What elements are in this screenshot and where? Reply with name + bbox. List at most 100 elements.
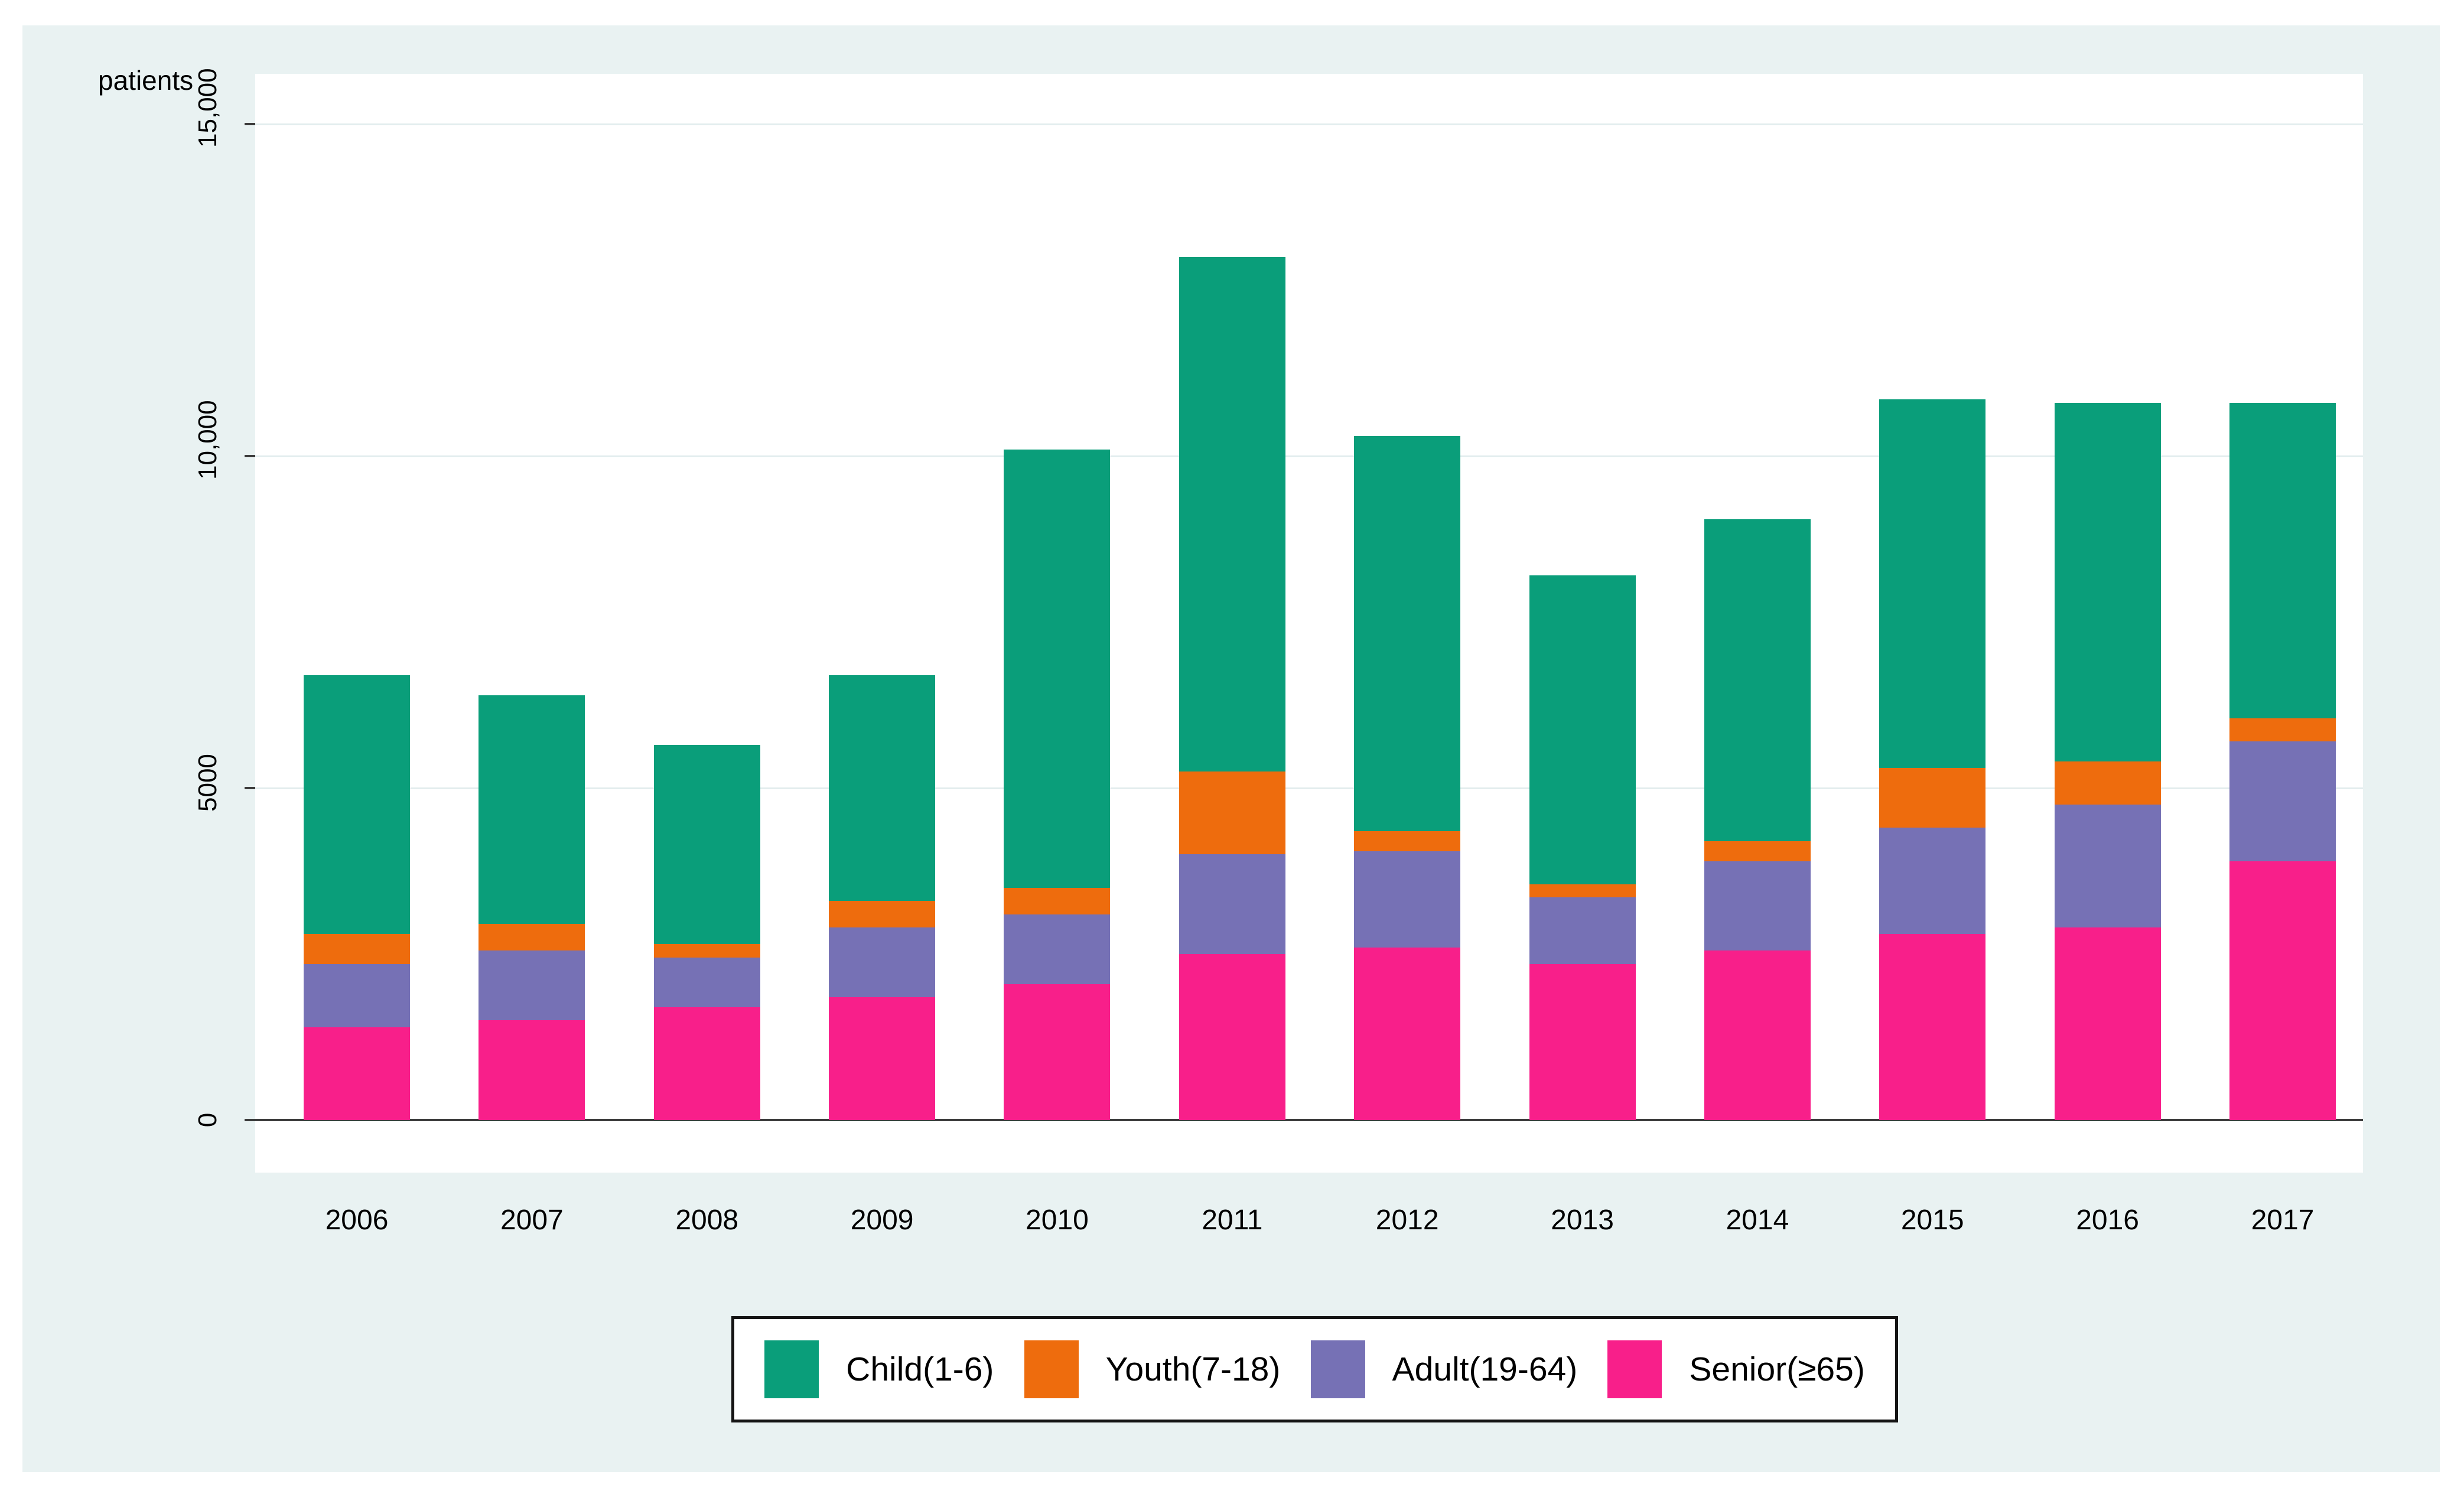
bar-segment-senior-65--2011 [1179, 954, 1285, 1120]
bar-segment-senior-65--2010 [1004, 984, 1111, 1120]
bar-segment-adult-19-64--2007 [479, 950, 585, 1021]
bar-segment-youth-7-18--2013 [1529, 884, 1636, 898]
y-tick-0 [245, 1119, 255, 1121]
legend-swatch [764, 1340, 819, 1398]
bar-segment-senior-65--2006 [304, 1027, 410, 1120]
x-tick-label-2010: 2010 [1026, 1204, 1089, 1236]
bar-segment-senior-65--2014 [1704, 950, 1811, 1120]
bar-segment-senior-65--2009 [829, 997, 936, 1120]
bar-segment-adult-19-64--2009 [829, 927, 936, 998]
bar-segment-adult-19-64--2016 [2054, 805, 2161, 928]
bar-segment-child-1-6--2009 [829, 675, 936, 901]
bar-segment-child-1-6--2013 [1529, 575, 1636, 885]
x-axis-line [255, 1119, 2363, 1121]
bar-segment-child-1-6--2015 [1879, 399, 1986, 769]
bar-segment-child-1-6--2010 [1004, 449, 1111, 888]
graph-region: patients 0 5000 10,000 15,000 Child(1-6) You… [22, 25, 2440, 1472]
bar-segment-senior-65--2017 [2229, 861, 2336, 1120]
x-tick-label-2015: 2015 [1900, 1204, 1964, 1236]
bar-segment-adult-19-64--2011 [1179, 854, 1285, 954]
legend-item-youth-7-18-: Youth(7-18) [1024, 1340, 1281, 1398]
x-tick-label-2013: 2013 [1551, 1204, 1614, 1236]
bar-segment-senior-65--2015 [1879, 934, 1986, 1120]
x-tick-label-2006: 2006 [325, 1204, 389, 1236]
gridline-5000 [255, 787, 2363, 789]
bar-2013 [1529, 575, 1636, 1120]
bar-segment-child-1-6--2012 [1354, 436, 1461, 832]
bar-segment-child-1-6--2017 [2229, 403, 2336, 718]
bar-segment-senior-65--2016 [2054, 927, 2161, 1120]
bar-segment-youth-7-18--2010 [1004, 887, 1111, 914]
legend-item-child-1-6-: Child(1-6) [764, 1340, 994, 1398]
legend-label: Youth(7-18) [1105, 1350, 1281, 1388]
x-tick-label-2009: 2009 [850, 1204, 914, 1236]
bar-2008 [653, 744, 760, 1120]
bar-segment-adult-19-64--2017 [2229, 741, 2336, 861]
bar-segment-child-1-6--2006 [304, 675, 410, 935]
bar-2009 [829, 675, 936, 1120]
bar-2016 [2054, 403, 2161, 1120]
bar-segment-adult-19-64--2014 [1704, 861, 1811, 951]
y-axis-title: patients [98, 65, 194, 96]
x-tick-label-2011: 2011 [1202, 1204, 1263, 1236]
legend-swatch [1024, 1340, 1079, 1398]
bar-segment-senior-65--2013 [1529, 963, 1636, 1120]
y-tick-label-0: 0 [193, 1112, 222, 1128]
bar-segment-youth-7-18--2015 [1879, 768, 1986, 828]
bar-2011 [1179, 256, 1285, 1120]
bar-segment-child-1-6--2016 [2054, 403, 2161, 762]
bar-segment-youth-7-18--2006 [304, 934, 410, 964]
bar-segment-adult-19-64--2013 [1529, 897, 1636, 964]
legend-item-adult-19-64-: Adult(19-64) [1310, 1340, 1578, 1398]
bar-segment-youth-7-18--2009 [829, 901, 936, 928]
bar-segment-child-1-6--2008 [653, 744, 760, 945]
legend-swatch [1310, 1340, 1365, 1398]
x-tick-label-2012: 2012 [1375, 1204, 1439, 1236]
bar-2006 [304, 675, 410, 1120]
legend-swatch [1607, 1340, 1662, 1398]
bar-segment-youth-7-18--2012 [1354, 831, 1461, 851]
y-tick-label-10000: 10,000 [193, 400, 222, 480]
bar-segment-youth-7-18--2014 [1704, 841, 1811, 861]
y-tick-label-15000: 15,000 [193, 68, 222, 148]
bar-segment-youth-7-18--2011 [1179, 771, 1285, 855]
x-tick-label-2014: 2014 [1726, 1204, 1789, 1236]
bar-segment-adult-19-64--2010 [1004, 914, 1111, 984]
bar-segment-adult-19-64--2012 [1354, 851, 1461, 948]
bar-segment-youth-7-18--2007 [479, 924, 585, 951]
y-tick-15000 [245, 123, 255, 125]
legend-item-senior-65-: Senior(≥65) [1607, 1340, 1865, 1398]
legend-box: Child(1-6) Youth(7-18) Adult(19-64) Senior(… [731, 1316, 1898, 1422]
plot-area: 0 5000 10,000 15,000 [193, 68, 2363, 1173]
bar-segment-youth-7-18--2017 [2229, 718, 2336, 742]
bar-segment-child-1-6--2014 [1704, 519, 1811, 841]
bar-2014 [1704, 519, 1811, 1120]
bar-2015 [1879, 399, 1986, 1120]
bar-segment-senior-65--2008 [653, 1007, 760, 1120]
x-tick-label-2017: 2017 [2251, 1204, 2315, 1236]
y-tick-10000 [245, 455, 255, 457]
bar-segment-senior-65--2007 [479, 1020, 585, 1120]
gridline-15000 [255, 123, 2363, 125]
x-tick-label-2007: 2007 [500, 1204, 564, 1236]
y-tick-label-5000: 5000 [193, 754, 222, 812]
bar-2017 [2229, 403, 2336, 1120]
bar-2010 [1004, 449, 1111, 1120]
bar-segment-youth-7-18--2008 [653, 944, 760, 958]
legend-label: Senior(≥65) [1689, 1350, 1865, 1388]
bar-segment-adult-19-64--2015 [1879, 828, 1986, 935]
bar-2007 [479, 695, 585, 1120]
gridline-10000 [255, 455, 2363, 457]
y-tick-5000 [245, 787, 255, 789]
legend-label: Child(1-6) [846, 1350, 994, 1388]
bar-segment-youth-7-18--2016 [2054, 761, 2161, 805]
bar-segment-adult-19-64--2008 [653, 957, 760, 1007]
legend-label: Adult(19-64) [1392, 1350, 1578, 1388]
x-tick-label-2008: 2008 [675, 1204, 739, 1236]
bar-segment-child-1-6--2011 [1179, 256, 1285, 771]
bar-segment-adult-19-64--2006 [304, 963, 410, 1027]
bar-segment-child-1-6--2007 [479, 695, 585, 924]
bar-2012 [1354, 436, 1461, 1120]
bar-segment-senior-65--2012 [1354, 947, 1461, 1120]
